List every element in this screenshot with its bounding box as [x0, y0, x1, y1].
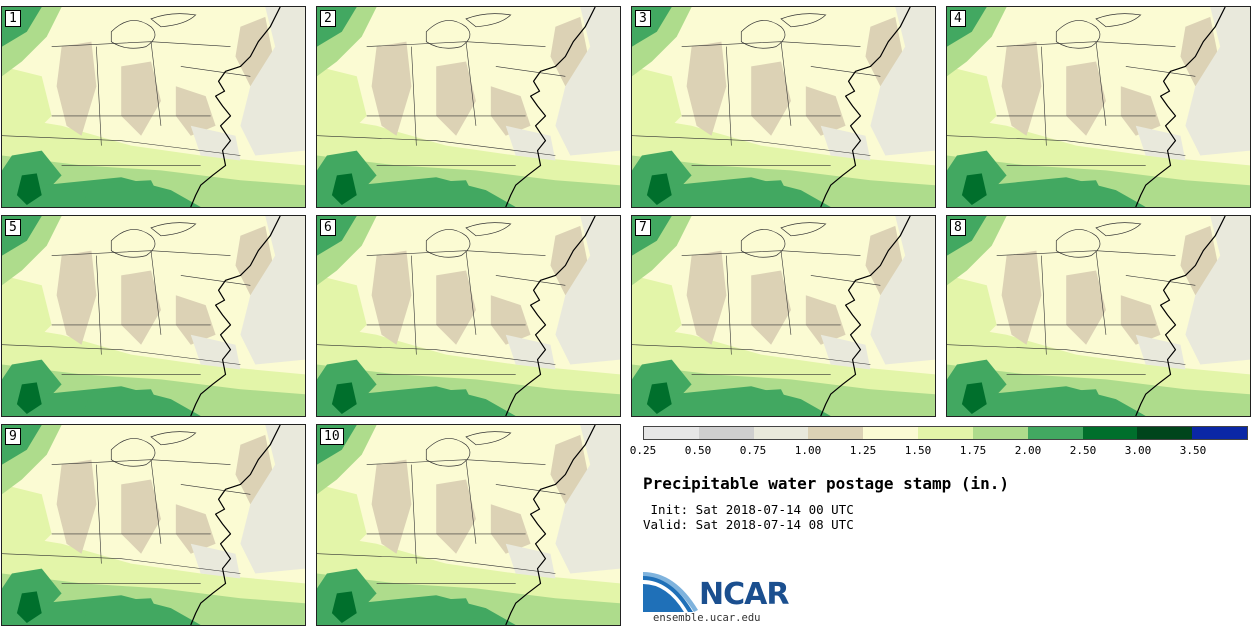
colorbar-tick-label: 1.75	[959, 444, 987, 457]
ensemble-member-map: 3	[631, 6, 936, 208]
colorbar-tick-label: 1.50	[904, 444, 932, 457]
member-number-label: 7	[635, 219, 651, 236]
colorbar-tick-label: 1.25	[849, 444, 877, 457]
ensemble-member-map: 6	[316, 215, 621, 417]
init-time: Init: Sat 2018-07-14 00 UTC	[643, 502, 854, 517]
member-number-label: 10	[320, 428, 344, 445]
member-number-label: 8	[950, 219, 966, 236]
colorbar-tick-label: 2.00	[1014, 444, 1042, 457]
colorbar-tick-label: 0.50	[684, 444, 712, 457]
colorbar-swatch	[918, 427, 973, 439]
colorbar-tick-label: 0.75	[739, 444, 767, 457]
colorbar-tick-label: 3.00	[1124, 444, 1152, 457]
colorbar-tick-label: 1.00	[794, 444, 822, 457]
chart-title: Precipitable water postage stamp (in.)	[643, 474, 1010, 493]
colorbar-swatch	[972, 427, 1028, 439]
ensemble-member-map: 8	[946, 215, 1251, 417]
colorbar-swatch	[1082, 427, 1138, 439]
ensemble-member-map: 9	[1, 424, 306, 626]
member-number-label: 9	[5, 428, 21, 445]
colorbar	[643, 426, 1248, 440]
ensemble-member-map: 1	[1, 6, 306, 208]
colorbar-tick-label: 3.50	[1179, 444, 1207, 457]
colorbar-tick-label: 0.25	[629, 444, 657, 457]
colorbar-swatch	[644, 427, 699, 439]
ensemble-member-map: 2	[316, 6, 621, 208]
colorbar-swatch	[1192, 427, 1247, 439]
colorbar-swatch	[863, 427, 919, 439]
member-number-label: 6	[320, 219, 336, 236]
ensemble-member-map: 7	[631, 215, 936, 417]
member-number-label: 3	[635, 10, 651, 27]
ncar-logo-icon	[643, 572, 698, 612]
colorbar-swatch	[808, 427, 864, 439]
colorbar-swatch	[1027, 427, 1083, 439]
ensemble-member-map: 4	[946, 6, 1251, 208]
valid-time: Valid: Sat 2018-07-14 08 UTC	[643, 517, 854, 532]
logo-wordmark: NCAR	[699, 577, 789, 612]
colorbar-swatch	[1137, 427, 1193, 439]
ensemble-member-map: 5	[1, 215, 306, 417]
member-number-label: 1	[5, 10, 21, 27]
colorbar-tick-labels: 0.25 0.50 0.75 1.00 1.25 1.50 1.75 2.00 2.50 3.00…	[630, 444, 1248, 458]
ensemble-member-map: 10	[316, 424, 621, 626]
logo-url: ensemble.ucar.edu	[653, 612, 761, 624]
member-number-label: 4	[950, 10, 966, 27]
colorbar-swatch	[698, 427, 754, 439]
colorbar-tick-label: 2.50	[1069, 444, 1097, 457]
colorbar-swatch	[753, 427, 809, 439]
member-number-label: 5	[5, 219, 21, 236]
member-number-label: 2	[320, 10, 336, 27]
